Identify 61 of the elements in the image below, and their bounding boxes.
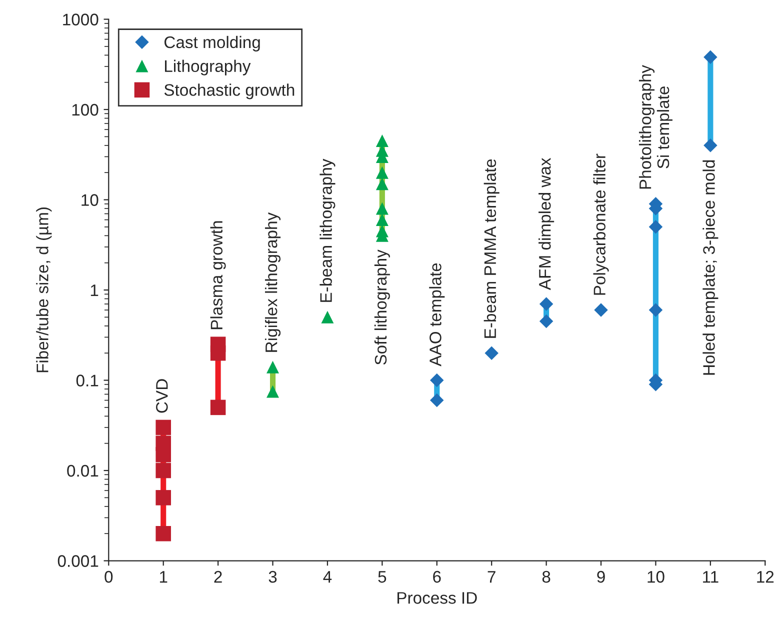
annotation: Rigiflex lithography [264, 212, 281, 352]
x-tick-label: 12 [757, 570, 774, 583]
annotation: Holed template; 3-piece mold [702, 160, 718, 375]
legend-label: Cast molding [164, 36, 260, 52]
x-tick-label: 7 [488, 571, 496, 583]
point [376, 178, 388, 190]
annotation: AAO template [429, 263, 445, 366]
point [156, 420, 171, 436]
point [648, 220, 663, 234]
point [376, 134, 388, 148]
point [539, 297, 554, 311]
point [156, 490, 171, 506]
legend-label: Lithography [165, 60, 251, 76]
annotation: Polycarbonate filter [593, 154, 609, 295]
x-tick-label: 3 [268, 570, 277, 583]
x-tick-label: 0 [104, 570, 113, 583]
point [266, 385, 280, 398]
x-tick-label: 11 [703, 571, 718, 583]
y-tick-label: 100 [72, 104, 98, 116]
annotation: Photolithography Si template [638, 64, 672, 189]
x-axis-title: Process ID [398, 592, 477, 604]
point [539, 314, 554, 328]
point [321, 310, 334, 324]
x-tick-label: 6 [433, 570, 441, 583]
y-tick-label: 10 [82, 194, 98, 206]
annotation: E-beam PMMA template [484, 159, 500, 338]
annotation: Soft lithography [374, 250, 390, 365]
point [156, 462, 171, 478]
point [376, 202, 388, 215]
x-tick-label: 5 [378, 571, 386, 583]
x-tick-label: 1 [160, 571, 168, 583]
point [266, 360, 280, 374]
x-tick-label: 10 [648, 570, 664, 583]
point [704, 50, 718, 64]
point [156, 526, 171, 542]
x-tick-label: 2 [214, 570, 222, 583]
point [376, 214, 388, 226]
point [210, 345, 226, 361]
annotation: Plasma growth [210, 221, 226, 330]
x-tick-label: 9 [597, 570, 605, 583]
y-tick-label: 0.001 [58, 555, 98, 567]
y-tick-label: 0.1 [76, 374, 98, 386]
y-tick-label: 0.01 [67, 464, 98, 477]
point [430, 393, 444, 408]
annotation: E-beam lithography [320, 158, 336, 302]
point [156, 446, 171, 462]
legend-label: Stochastic growth [164, 84, 294, 100]
y-axis-title: Fiber/tube size, d (µm) [36, 208, 52, 372]
annotation: AFM dimpled wax [538, 158, 554, 290]
point [430, 373, 444, 388]
point [376, 166, 388, 179]
point [484, 346, 498, 360]
point [648, 303, 663, 317]
y-tick-label: 1000 [63, 14, 98, 26]
x-tick-label: 8 [542, 570, 550, 583]
y-tick-label: 1 [90, 284, 98, 296]
point [594, 303, 608, 317]
point [210, 400, 226, 416]
point [704, 138, 718, 152]
annotation: CVD [156, 379, 168, 413]
x-tick-label: 4 [323, 571, 332, 583]
